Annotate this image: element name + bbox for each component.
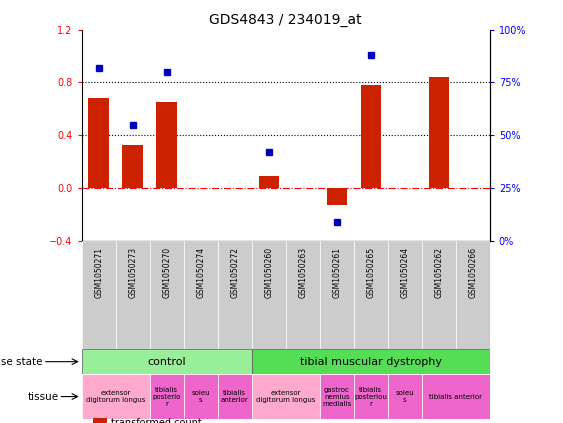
Text: soleu
s: soleu s (395, 390, 414, 403)
Text: GSM1050262: GSM1050262 (434, 247, 443, 297)
Bar (422, 374, 490, 419)
Bar (428, 77, 449, 188)
Bar (82, 349, 252, 374)
Text: GSM1050265: GSM1050265 (367, 247, 376, 298)
Bar (150, 241, 184, 349)
Bar (456, 241, 490, 349)
Text: tibial muscular dystrophy: tibial muscular dystrophy (300, 357, 442, 367)
Text: tibialis
anterior: tibialis anterior (221, 390, 249, 403)
Bar (320, 241, 354, 349)
Text: GSM1050273: GSM1050273 (128, 247, 137, 298)
Bar (123, 145, 143, 188)
Bar (252, 241, 286, 349)
Text: GSM1050264: GSM1050264 (400, 247, 409, 298)
Bar (388, 241, 422, 349)
Bar (320, 374, 354, 419)
Bar (82, 241, 115, 349)
Bar (184, 241, 218, 349)
Text: GSM1050263: GSM1050263 (298, 247, 307, 298)
Text: GSM1050260: GSM1050260 (264, 247, 273, 298)
Bar (422, 241, 456, 349)
Bar (218, 241, 252, 349)
Text: GSM1050266: GSM1050266 (468, 247, 477, 298)
Bar (258, 176, 279, 188)
Title: GDS4843 / 234019_at: GDS4843 / 234019_at (209, 13, 362, 27)
Bar (354, 374, 388, 419)
Text: tibialis
posterio
r: tibialis posterio r (153, 387, 181, 407)
Text: GSM1050272: GSM1050272 (230, 247, 239, 297)
Text: disease state: disease state (0, 357, 43, 367)
Text: tibialis anterior: tibialis anterior (430, 393, 482, 400)
Bar (157, 102, 177, 188)
Bar (360, 85, 381, 188)
Text: soleu
s: soleu s (191, 390, 210, 403)
Text: extensor
digitorum longus: extensor digitorum longus (86, 390, 145, 403)
Text: gastroc
nemius
medialis: gastroc nemius medialis (322, 387, 351, 407)
Bar (218, 374, 252, 419)
Bar (252, 349, 490, 374)
Text: control: control (148, 357, 186, 367)
Bar (388, 374, 422, 419)
Text: GSM1050261: GSM1050261 (332, 247, 341, 297)
Text: transformed count: transformed count (111, 418, 202, 423)
Bar (82, 374, 150, 419)
Bar (285, 241, 320, 349)
Bar (354, 241, 388, 349)
Bar (252, 374, 320, 419)
Bar (327, 188, 347, 206)
Bar (184, 374, 218, 419)
Text: GSM1050274: GSM1050274 (196, 247, 205, 298)
Bar (150, 374, 184, 419)
Bar (88, 99, 109, 188)
Text: extensor
digitorum longus: extensor digitorum longus (256, 390, 315, 403)
Bar (115, 241, 150, 349)
Text: GSM1050271: GSM1050271 (94, 247, 103, 297)
Text: tibialis
posteriou
r: tibialis posteriou r (354, 387, 387, 407)
Text: tissue: tissue (27, 392, 59, 401)
Text: GSM1050270: GSM1050270 (162, 247, 171, 298)
